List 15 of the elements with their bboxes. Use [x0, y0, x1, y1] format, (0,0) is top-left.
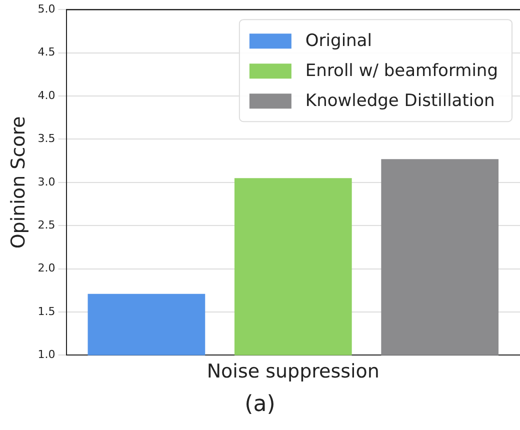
y-tick-label: 1.0: [38, 348, 56, 362]
y-tick-label: 5.0: [38, 2, 56, 16]
y-tick-label: 2.5: [38, 218, 56, 232]
legend-label: Original: [305, 31, 372, 52]
y-axis-title: Opinion Score: [7, 116, 30, 249]
text: (a): [244, 392, 276, 417]
y-tick-label: 4.0: [38, 88, 56, 102]
y-tick-label: 4.5: [38, 46, 56, 59]
y-tick-label: 1.5: [38, 304, 56, 318]
y-tick-label: 3.5: [38, 132, 56, 146]
y-tick-label: 2.0: [38, 262, 56, 275]
legend-label: Enroll w/ beamforming: [305, 61, 498, 82]
legend-label: Knowledge Distillation: [305, 91, 495, 112]
x-tick-label: Noise suppression: [206, 360, 380, 383]
y-tick-label: 3.0: [38, 175, 56, 188]
